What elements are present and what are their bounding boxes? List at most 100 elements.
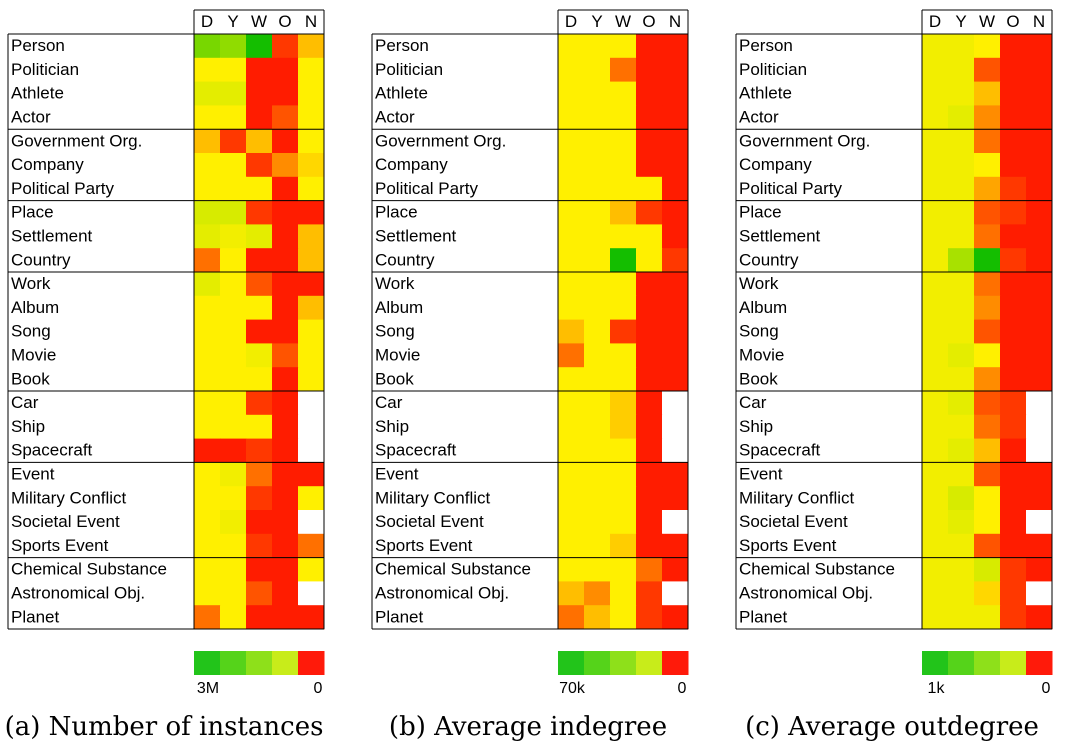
scale-swatch [558,651,585,675]
heatmap-cell [974,57,1001,83]
heatmap-cell [636,343,663,368]
heatmap-cell [1026,248,1053,273]
heatmap-cell [1026,462,1053,487]
heatmap-cell [1000,272,1027,297]
scale-swatch [974,651,1001,675]
heatmap-cell [636,248,663,273]
heatmap-cell [558,533,585,559]
heatmap-cell [974,510,1001,535]
heatmap-cell [298,176,325,202]
heatmap-cell [584,272,611,297]
heatmap-cell [220,272,247,297]
heatmap-cell [584,176,611,202]
heatmap-cell [246,153,273,178]
scale-swatch [948,651,975,675]
heatmap-cell [662,200,689,225]
scale-swatch [636,651,663,675]
column-label: Y [227,12,238,31]
heatmap-cell [298,391,325,416]
row-label: Sports Event [375,536,473,555]
heatmap-cell [194,129,221,154]
heatmap-cell [610,81,637,106]
heatmap-cell [636,81,663,106]
heatmap-cell [1026,153,1053,178]
heatmap-cell [974,272,1001,297]
heatmap-cell [636,34,663,59]
row-label: Politician [11,60,79,79]
heatmap-cell [246,581,273,606]
heatmap-cell [610,462,637,487]
heatmap-cell [610,367,637,392]
row-label: Work [11,274,51,293]
heatmap-cell [610,272,637,297]
heatmap-cell [298,367,325,392]
row-label: Chemical Substance [739,560,895,579]
heatmap-cell [1000,557,1027,582]
scale-min-label: 0 [678,680,687,697]
column-label: D [201,12,213,31]
heatmap-cell [922,129,949,154]
heatmap-cell [974,81,1001,106]
heatmap-cell [220,557,247,582]
heatmap-cell [974,533,1001,559]
heatmap-cell [298,533,325,559]
heatmap-cell [272,295,299,321]
heatmap-cell [272,153,299,178]
row-label: Car [375,393,403,412]
heatmap-cell [584,391,611,416]
row-label: Athlete [375,84,428,103]
heatmap-cell [220,343,247,368]
heatmap-cell [922,581,949,606]
row-label: Ship [375,417,409,436]
heatmap-cell [246,367,273,392]
column-label: W [615,12,631,31]
heatmap-cell [636,581,663,606]
heatmap-cell [1026,414,1053,440]
heatmap-cell [922,176,949,202]
heatmap-cell [558,462,585,487]
heatmap-cell [636,391,663,416]
heatmap-cell [220,81,247,106]
scale-swatch [1026,651,1053,675]
heatmap-cell [246,557,273,582]
scale-swatch [298,651,325,675]
heatmap-cell [1000,224,1027,249]
heatmap-cell [1000,34,1027,59]
row-label: Sports Event [739,536,837,555]
heatmap-cell [194,248,221,273]
heatmap-cell [1000,391,1027,416]
heatmap-cell [662,248,689,273]
heatmap-cell [584,81,611,106]
heatmap-cell [1026,200,1053,225]
heatmap-cell [1026,295,1053,321]
heatmap-cell [558,343,585,368]
heatmap-cell [194,605,221,630]
heatmap-cell [298,81,325,106]
heatmap-cell [662,81,689,106]
heatmap-panel-3: Person Politician Athlete Actor Government O… [735,9,1053,742]
heatmap-cell [558,319,585,344]
column-label: W [979,12,995,31]
heatmap-cell [194,57,221,83]
heatmap-cell [1026,605,1053,630]
row-label: Movie [11,346,56,365]
heatmap-cell [220,200,247,225]
heatmap-cell [220,34,247,59]
row-label: Settlement [11,227,93,246]
heatmap-cell [636,605,663,630]
heatmap-cell [298,557,325,582]
row-label: Planet [739,607,787,626]
scale-swatch [246,651,273,675]
heatmap-cell [220,414,247,440]
heatmap-cell [220,319,247,344]
heatmap-cell [922,367,949,392]
heatmap-cell [194,486,221,511]
heatmap-cell [922,605,949,630]
heatmap-cell [948,81,975,106]
heatmap-cell [610,319,637,344]
heatmap-cell [584,367,611,392]
heatmap-cell [948,391,975,416]
scale-swatch [662,651,689,675]
heatmap-cell [948,343,975,368]
heatmap-cell [220,581,247,606]
